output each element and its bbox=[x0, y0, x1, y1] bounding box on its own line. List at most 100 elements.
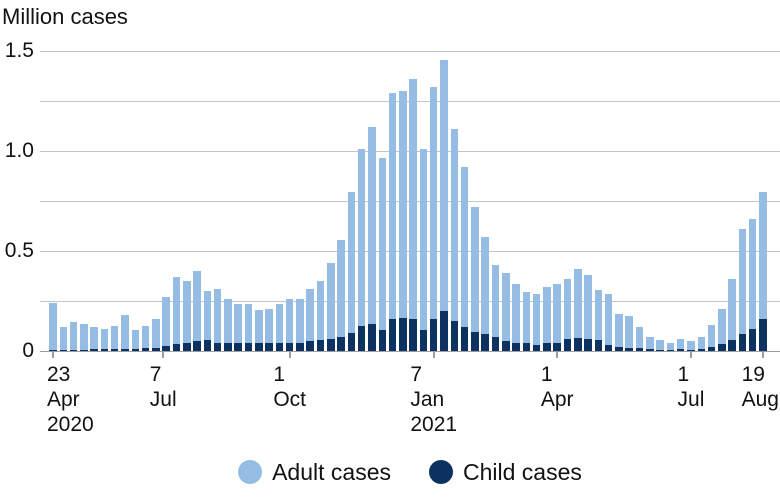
bar-segment-child bbox=[738, 334, 747, 351]
bar-segment-adult bbox=[193, 271, 201, 341]
adult-cases-swatch-icon bbox=[238, 460, 263, 484]
bar-segment-child bbox=[193, 341, 201, 351]
x-axis-tick-label: 7 Jan 2021 bbox=[410, 362, 457, 437]
y-axis-tick-label: 0 bbox=[22, 339, 34, 362]
bar-segment-child bbox=[152, 347, 160, 351]
bar-segment-child bbox=[512, 342, 520, 351]
bar-segment-child bbox=[728, 340, 736, 351]
x-axis-tick-label-line: 7 bbox=[410, 363, 423, 386]
bar-segment-adult bbox=[450, 129, 459, 321]
bar-segment-child bbox=[625, 347, 633, 351]
bar-segment-child bbox=[255, 343, 263, 351]
bar-segment-child bbox=[347, 333, 356, 351]
x-axis-tick-label-line: 7 bbox=[149, 363, 162, 386]
bar-segment-child bbox=[615, 347, 623, 351]
bar-segment-child bbox=[759, 318, 767, 351]
bar-segment-adult bbox=[100, 329, 109, 350]
bar-segment-child bbox=[121, 348, 129, 351]
bar-segment-child bbox=[471, 332, 479, 351]
bar-segment-adult bbox=[368, 127, 376, 324]
bar-segment-adult bbox=[152, 319, 160, 348]
bar-segment-child bbox=[141, 348, 150, 351]
bar-segment-child bbox=[563, 339, 572, 351]
x-axis-tick-label-line: 1 bbox=[677, 363, 690, 386]
x-axis-tick bbox=[162, 351, 165, 358]
bar-segment-adult bbox=[707, 325, 716, 347]
bar-segment-child bbox=[656, 349, 664, 351]
bar-segment-adult bbox=[594, 290, 603, 340]
bar-segment-child bbox=[502, 341, 510, 351]
bar-segment-adult bbox=[224, 299, 232, 344]
x-axis-tick-label-line: Oct bbox=[273, 388, 306, 411]
bar-segment-adult bbox=[635, 327, 644, 349]
bar-segment-adult bbox=[656, 340, 664, 350]
bar-segment-adult bbox=[748, 218, 757, 330]
bar-segment-adult bbox=[738, 228, 747, 335]
bar-segment-child bbox=[553, 342, 561, 351]
bar-segment-adult bbox=[697, 337, 706, 349]
bar-segment-adult bbox=[213, 289, 222, 343]
bar-segment-child bbox=[594, 339, 603, 351]
bar-segment-child bbox=[265, 343, 273, 351]
x-axis-tick-label-line: 2021 bbox=[410, 413, 458, 436]
x-axis-tick-label-line: Aug bbox=[741, 388, 779, 411]
bar-segment-adult bbox=[574, 269, 582, 338]
bar-segment-adult bbox=[512, 284, 520, 343]
bar-segment-child bbox=[213, 342, 222, 351]
bar-segment-child bbox=[388, 319, 397, 351]
gridline bbox=[40, 50, 780, 52]
legend-label-child-cases: Child cases bbox=[463, 458, 582, 485]
x-axis-tick-label: 7 Jul bbox=[150, 362, 177, 412]
y-axis-tick-label: 1.0 bbox=[4, 139, 34, 162]
bar-segment-child bbox=[646, 349, 654, 351]
bar-segment-child bbox=[378, 330, 387, 351]
bar-segment-child bbox=[296, 342, 304, 351]
bar-segment-child bbox=[574, 338, 582, 351]
bar-segment-adult bbox=[759, 192, 767, 319]
legend-item-child-cases: Child cases bbox=[429, 459, 582, 486]
x-axis-tick-label: 19 Aug bbox=[742, 362, 779, 412]
bar-segment-child bbox=[306, 341, 314, 351]
bar-segment-child bbox=[450, 321, 459, 351]
bar-segment-adult bbox=[460, 167, 469, 327]
bar-segment-adult bbox=[183, 281, 191, 343]
bar-segment-adult bbox=[162, 297, 170, 346]
y-axis-tick-label: 1.5 bbox=[4, 39, 34, 62]
bar-segment-adult bbox=[121, 315, 129, 349]
bar-segment-adult bbox=[80, 324, 88, 350]
bar-segment-adult bbox=[296, 299, 304, 343]
bar-segment-adult bbox=[502, 273, 510, 341]
bar-segment-adult bbox=[378, 158, 387, 330]
bar-segment-child bbox=[110, 349, 119, 351]
bar-segment-child bbox=[460, 327, 469, 351]
bar-segment-adult bbox=[316, 281, 325, 340]
bar-segment-child bbox=[481, 334, 489, 351]
x-axis-baseline bbox=[40, 350, 780, 352]
bar-segment-adult bbox=[275, 304, 284, 344]
bar-segment-child bbox=[337, 337, 345, 351]
bar-segment-adult bbox=[419, 149, 428, 330]
bar-segment-child bbox=[285, 342, 294, 351]
x-axis-tick-label-line: 1 bbox=[540, 363, 553, 386]
bar-segment-child bbox=[687, 349, 695, 351]
bar-segment-child bbox=[368, 324, 376, 351]
bar-segment-adult bbox=[615, 313, 623, 347]
bar-segment-adult bbox=[604, 294, 613, 345]
bar-segment-adult bbox=[255, 310, 263, 344]
bar-segment-child bbox=[635, 348, 644, 351]
x-axis-tick-label-line: 2020 bbox=[47, 413, 94, 436]
y-axis-tick-label: 0.5 bbox=[4, 239, 34, 262]
bar-segment-child bbox=[429, 319, 438, 351]
x-axis-tick-label-line: Jul bbox=[677, 388, 705, 411]
bar-segment-adult bbox=[399, 91, 407, 318]
bar-segment-child bbox=[532, 345, 541, 351]
x-axis-tick-label: 23 Apr 2020 bbox=[47, 362, 94, 437]
x-axis-tick-label: 1 Oct bbox=[273, 362, 306, 412]
bar-segment-child bbox=[244, 342, 253, 351]
bar-segment-adult bbox=[131, 330, 140, 349]
bar-segment-child bbox=[80, 349, 88, 351]
bar-segment-child bbox=[59, 350, 68, 351]
x-axis-tick-label-line: Jul bbox=[149, 388, 177, 411]
x-axis-tick bbox=[432, 351, 435, 358]
